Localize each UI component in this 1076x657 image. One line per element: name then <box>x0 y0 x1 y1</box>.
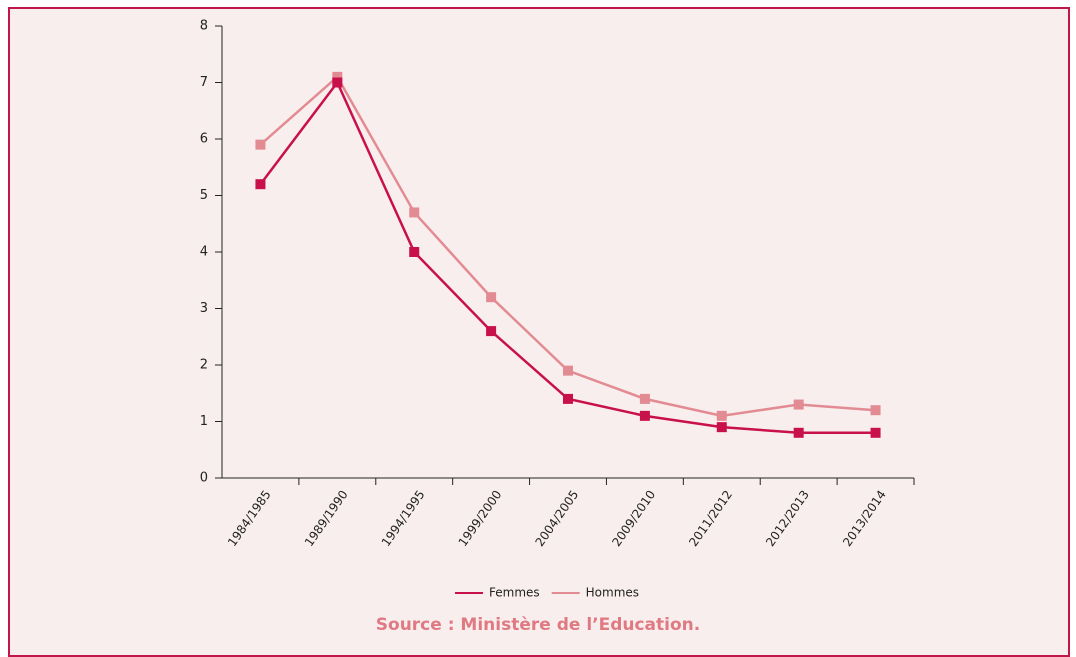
y-tick-label: 4 <box>200 245 208 260</box>
marker <box>486 292 497 303</box>
legend-label: Hommes <box>586 586 639 600</box>
marker <box>486 326 497 337</box>
y-tick-label: 2 <box>200 358 208 373</box>
y-tick-label: 3 <box>200 301 208 316</box>
marker <box>870 427 881 438</box>
marker <box>716 422 727 433</box>
marker <box>793 427 804 438</box>
marker <box>332 77 343 88</box>
marker <box>563 365 573 376</box>
marker <box>255 179 266 190</box>
marker <box>870 405 881 416</box>
marker <box>639 393 650 404</box>
y-tick-label: 1 <box>200 414 208 429</box>
y-tick-label: 5 <box>200 188 208 203</box>
source: Source : Ministère de l’Education. <box>376 615 700 635</box>
y-tick-label: 0 <box>200 471 208 486</box>
marker <box>409 207 420 218</box>
marker <box>332 71 343 82</box>
marker <box>793 399 804 410</box>
marker <box>255 139 266 150</box>
marker <box>409 247 420 257</box>
marker <box>563 393 573 404</box>
panel <box>8 7 1070 657</box>
legend-label: Femmes <box>489 586 540 600</box>
marker <box>716 410 727 421</box>
marker <box>639 410 650 421</box>
y-tick-label: 6 <box>200 132 208 147</box>
y-tick-label: 7 <box>200 75 208 90</box>
y-tick-label: 8 <box>200 19 208 34</box>
